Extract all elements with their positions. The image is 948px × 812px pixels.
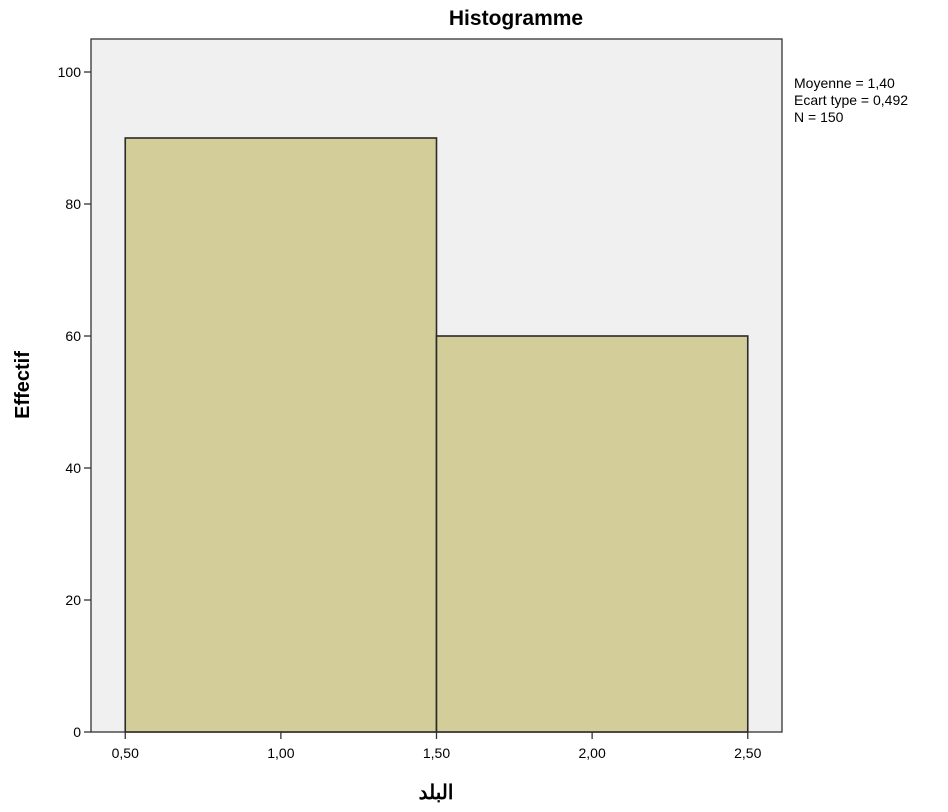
- y-tick-label: 20: [65, 592, 81, 608]
- histogram-bars: [124, 137, 749, 733]
- y-tick-label: 60: [65, 328, 81, 344]
- y-tick-label: 80: [65, 196, 81, 212]
- stat-mean: Moyenne = 1,40: [794, 75, 895, 91]
- histogram-bar-1: [124, 137, 438, 733]
- x-axis-title: البلد: [419, 782, 454, 804]
- y-tick-label: 40: [65, 460, 81, 476]
- y-axis-title: Effectif: [12, 351, 34, 419]
- chart-title: Histogramme: [449, 7, 583, 30]
- x-tick-label: 2,00: [579, 745, 606, 761]
- y-axis: 0 20 40 60 80 100: [58, 64, 91, 740]
- histogram-bar-2: [435, 335, 749, 733]
- stat-std-dev: Ecart type = 0,492: [794, 92, 908, 108]
- y-tick-label: 0: [73, 724, 81, 740]
- x-tick-label: 1,00: [267, 745, 294, 761]
- stat-count: N = 150: [794, 109, 844, 125]
- y-tick-label: 100: [58, 64, 82, 80]
- x-tick-label: 1,50: [423, 745, 450, 761]
- x-tick-label: 0,50: [112, 745, 139, 761]
- summary-stats: Moyenne = 1,40 Ecart type = 0,492 N = 15…: [794, 75, 908, 125]
- x-tick-label: 2,50: [734, 745, 761, 761]
- x-axis: 0,50 1,00 1,50 2,00 2,50: [112, 732, 762, 761]
